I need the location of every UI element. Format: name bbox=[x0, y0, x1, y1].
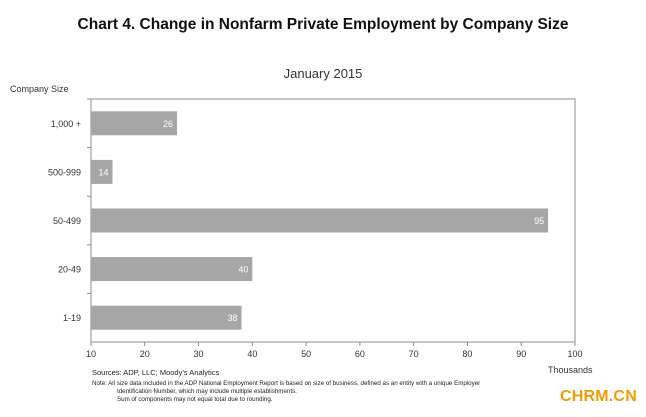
x-tick-label: 40 bbox=[247, 349, 257, 359]
x-tick-label: 20 bbox=[140, 349, 150, 359]
x-tick-label: 100 bbox=[567, 349, 582, 359]
bar bbox=[91, 159, 113, 184]
x-tick-label: 80 bbox=[462, 349, 472, 359]
category-label: 1,000 + bbox=[51, 119, 81, 129]
y-axis-title: Company Size bbox=[10, 84, 69, 94]
x-tick-label: 90 bbox=[516, 349, 526, 359]
x-axis-title: Thousands bbox=[548, 365, 593, 375]
x-tick-label: 30 bbox=[194, 349, 204, 359]
category-label: 50-499 bbox=[53, 216, 81, 226]
x-tick-label: 10 bbox=[86, 349, 96, 359]
watermark-logo: CHRM.CN bbox=[560, 388, 637, 405]
footnote: Note: All size data included in the ADP … bbox=[92, 380, 592, 404]
footnote-line-1: Note: All size data included in the ADP … bbox=[92, 380, 481, 387]
bar bbox=[91, 305, 242, 330]
source-note: Sources: ADP, LLC; Moody’s Analytics bbox=[92, 368, 220, 377]
x-tick-label: 50 bbox=[301, 349, 311, 359]
data-label: 38 bbox=[228, 313, 238, 323]
category-label: 20-49 bbox=[58, 265, 81, 275]
category-label: 500-999 bbox=[48, 167, 81, 177]
data-label: 14 bbox=[98, 167, 108, 177]
chart-title: Chart 4. Change in Nonfarm Private Emplo… bbox=[77, 16, 569, 33]
chart-subtitle: January 2015 bbox=[283, 66, 363, 81]
x-tick-label: 60 bbox=[355, 349, 365, 359]
bar bbox=[91, 111, 178, 136]
data-label: 95 bbox=[534, 216, 544, 226]
data-label: 26 bbox=[163, 119, 173, 129]
footnote-line-3: Sum of components may not equal total du… bbox=[117, 396, 273, 403]
bar bbox=[91, 208, 549, 233]
data-label: 40 bbox=[238, 265, 248, 275]
category-label: 1-19 bbox=[63, 313, 81, 323]
x-tick-label: 70 bbox=[409, 349, 419, 359]
footnote-line-2: Identification Number, which may include… bbox=[117, 388, 297, 395]
bar bbox=[91, 257, 253, 282]
